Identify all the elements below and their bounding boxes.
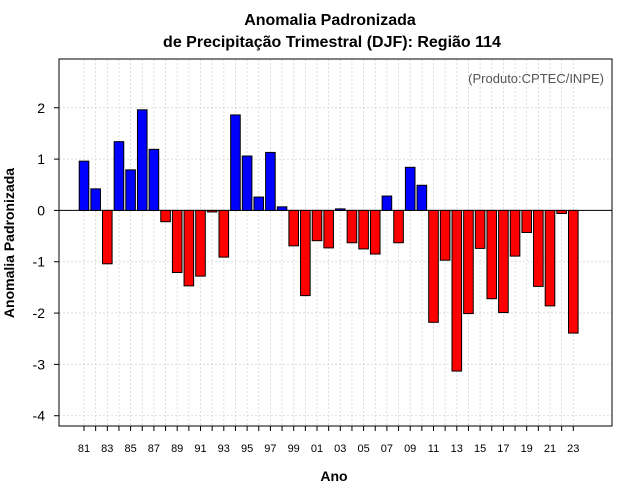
y-axis: -4 -3 -2 -1 0 1 2 xyxy=(33,100,59,424)
bar-1984 xyxy=(113,141,125,211)
bar-1986 xyxy=(136,109,148,211)
chart-title: Anomalia Padronizada xyxy=(244,12,416,29)
bar-1988 xyxy=(160,209,171,223)
bar-2013 xyxy=(451,209,463,372)
y-axis-title: Anomalia Padronizada xyxy=(1,168,17,318)
x-tick-label: 95 xyxy=(241,443,253,455)
bar-1990 xyxy=(183,209,195,287)
bar-1993 xyxy=(218,209,230,258)
x-tick-label: 03 xyxy=(334,443,346,455)
bar-1985 xyxy=(125,169,136,211)
bar-1995 xyxy=(241,155,253,211)
bar-2003 xyxy=(335,208,346,211)
y-tick-label: 2 xyxy=(37,100,45,116)
bar-1982 xyxy=(90,188,101,211)
bar-1997 xyxy=(265,151,276,211)
x-tick-label: 07 xyxy=(381,443,393,455)
x-tick-label: 91 xyxy=(194,443,206,455)
bar-2006 xyxy=(369,209,381,255)
bar-2000 xyxy=(300,209,311,297)
bar-2005 xyxy=(358,209,369,250)
x-tick-label: 83 xyxy=(101,443,113,455)
x-tick-label: 11 xyxy=(428,443,439,455)
x-tick-label: 05 xyxy=(357,443,369,455)
bar-2018 xyxy=(509,209,521,257)
bar-2022 xyxy=(556,209,567,214)
bar-2007 xyxy=(381,195,393,211)
bar-2010 xyxy=(416,184,428,211)
bar-2016 xyxy=(486,209,498,300)
x-tick-label: 19 xyxy=(521,443,533,455)
bar-2017 xyxy=(498,209,509,314)
x-tick-label: 13 xyxy=(451,443,463,455)
bar-2002 xyxy=(323,209,334,249)
x-tick-label: 97 xyxy=(264,443,276,455)
x-tick-label: 01 xyxy=(311,443,323,455)
bar-2023 xyxy=(568,209,579,334)
bar-2008 xyxy=(393,209,404,244)
x-tick-label: 89 xyxy=(171,443,183,455)
bar-1983 xyxy=(102,209,113,265)
bar-1994 xyxy=(230,114,241,211)
y-tick-label: 0 xyxy=(37,202,45,218)
bar-2011 xyxy=(428,209,439,323)
bar-1989 xyxy=(171,209,183,274)
y-tick-label: -4 xyxy=(33,408,46,424)
x-tick-label: 23 xyxy=(567,443,579,455)
y-tick-label: 1 xyxy=(37,151,45,167)
x-tick-label: 93 xyxy=(218,443,230,455)
y-tick-label: -2 xyxy=(33,305,46,321)
x-axis: 81 83 85 87 89 91 93 95 97 99 01 03 05 07 09 11 13 15 17 19… xyxy=(78,426,579,455)
x-tick-label: 21 xyxy=(544,443,556,455)
source-annotation: (Produto:CPTEC/INPE) xyxy=(468,71,604,86)
x-tick-label: 09 xyxy=(404,443,416,455)
bar-2001 xyxy=(311,209,323,242)
x-axis-title: Ano xyxy=(320,468,347,484)
bar-1998 xyxy=(276,206,288,211)
plot-frame xyxy=(58,58,613,427)
bar-2009 xyxy=(404,166,416,211)
bar-2014 xyxy=(463,209,474,315)
x-tick-label: 15 xyxy=(474,443,486,455)
bar-1987 xyxy=(148,148,160,211)
x-tick-label: 81 xyxy=(78,443,90,455)
bar-2020 xyxy=(533,209,544,287)
bar-1981 xyxy=(78,160,90,211)
y-tick-label: -1 xyxy=(33,254,46,270)
bar-2004 xyxy=(346,209,358,244)
bar-1996 xyxy=(253,196,265,211)
bar-2015 xyxy=(474,209,486,249)
x-tick-label: 87 xyxy=(148,443,160,455)
bar-1999 xyxy=(288,209,299,247)
chart-subtitle: de Precipitação Trimestral (DJF): Região… xyxy=(163,34,501,51)
gridlines xyxy=(59,59,612,426)
bar-2012 xyxy=(439,209,451,261)
bar-1991 xyxy=(195,209,206,277)
x-tick-label: 85 xyxy=(124,443,136,455)
bars xyxy=(78,109,579,372)
bar-2021 xyxy=(544,209,556,307)
y-tick-label: -3 xyxy=(33,356,46,372)
x-tick-label: 17 xyxy=(497,443,509,455)
x-tick-label: 99 xyxy=(288,443,300,455)
bar-1992 xyxy=(206,209,218,213)
bar-2019 xyxy=(521,209,533,233)
